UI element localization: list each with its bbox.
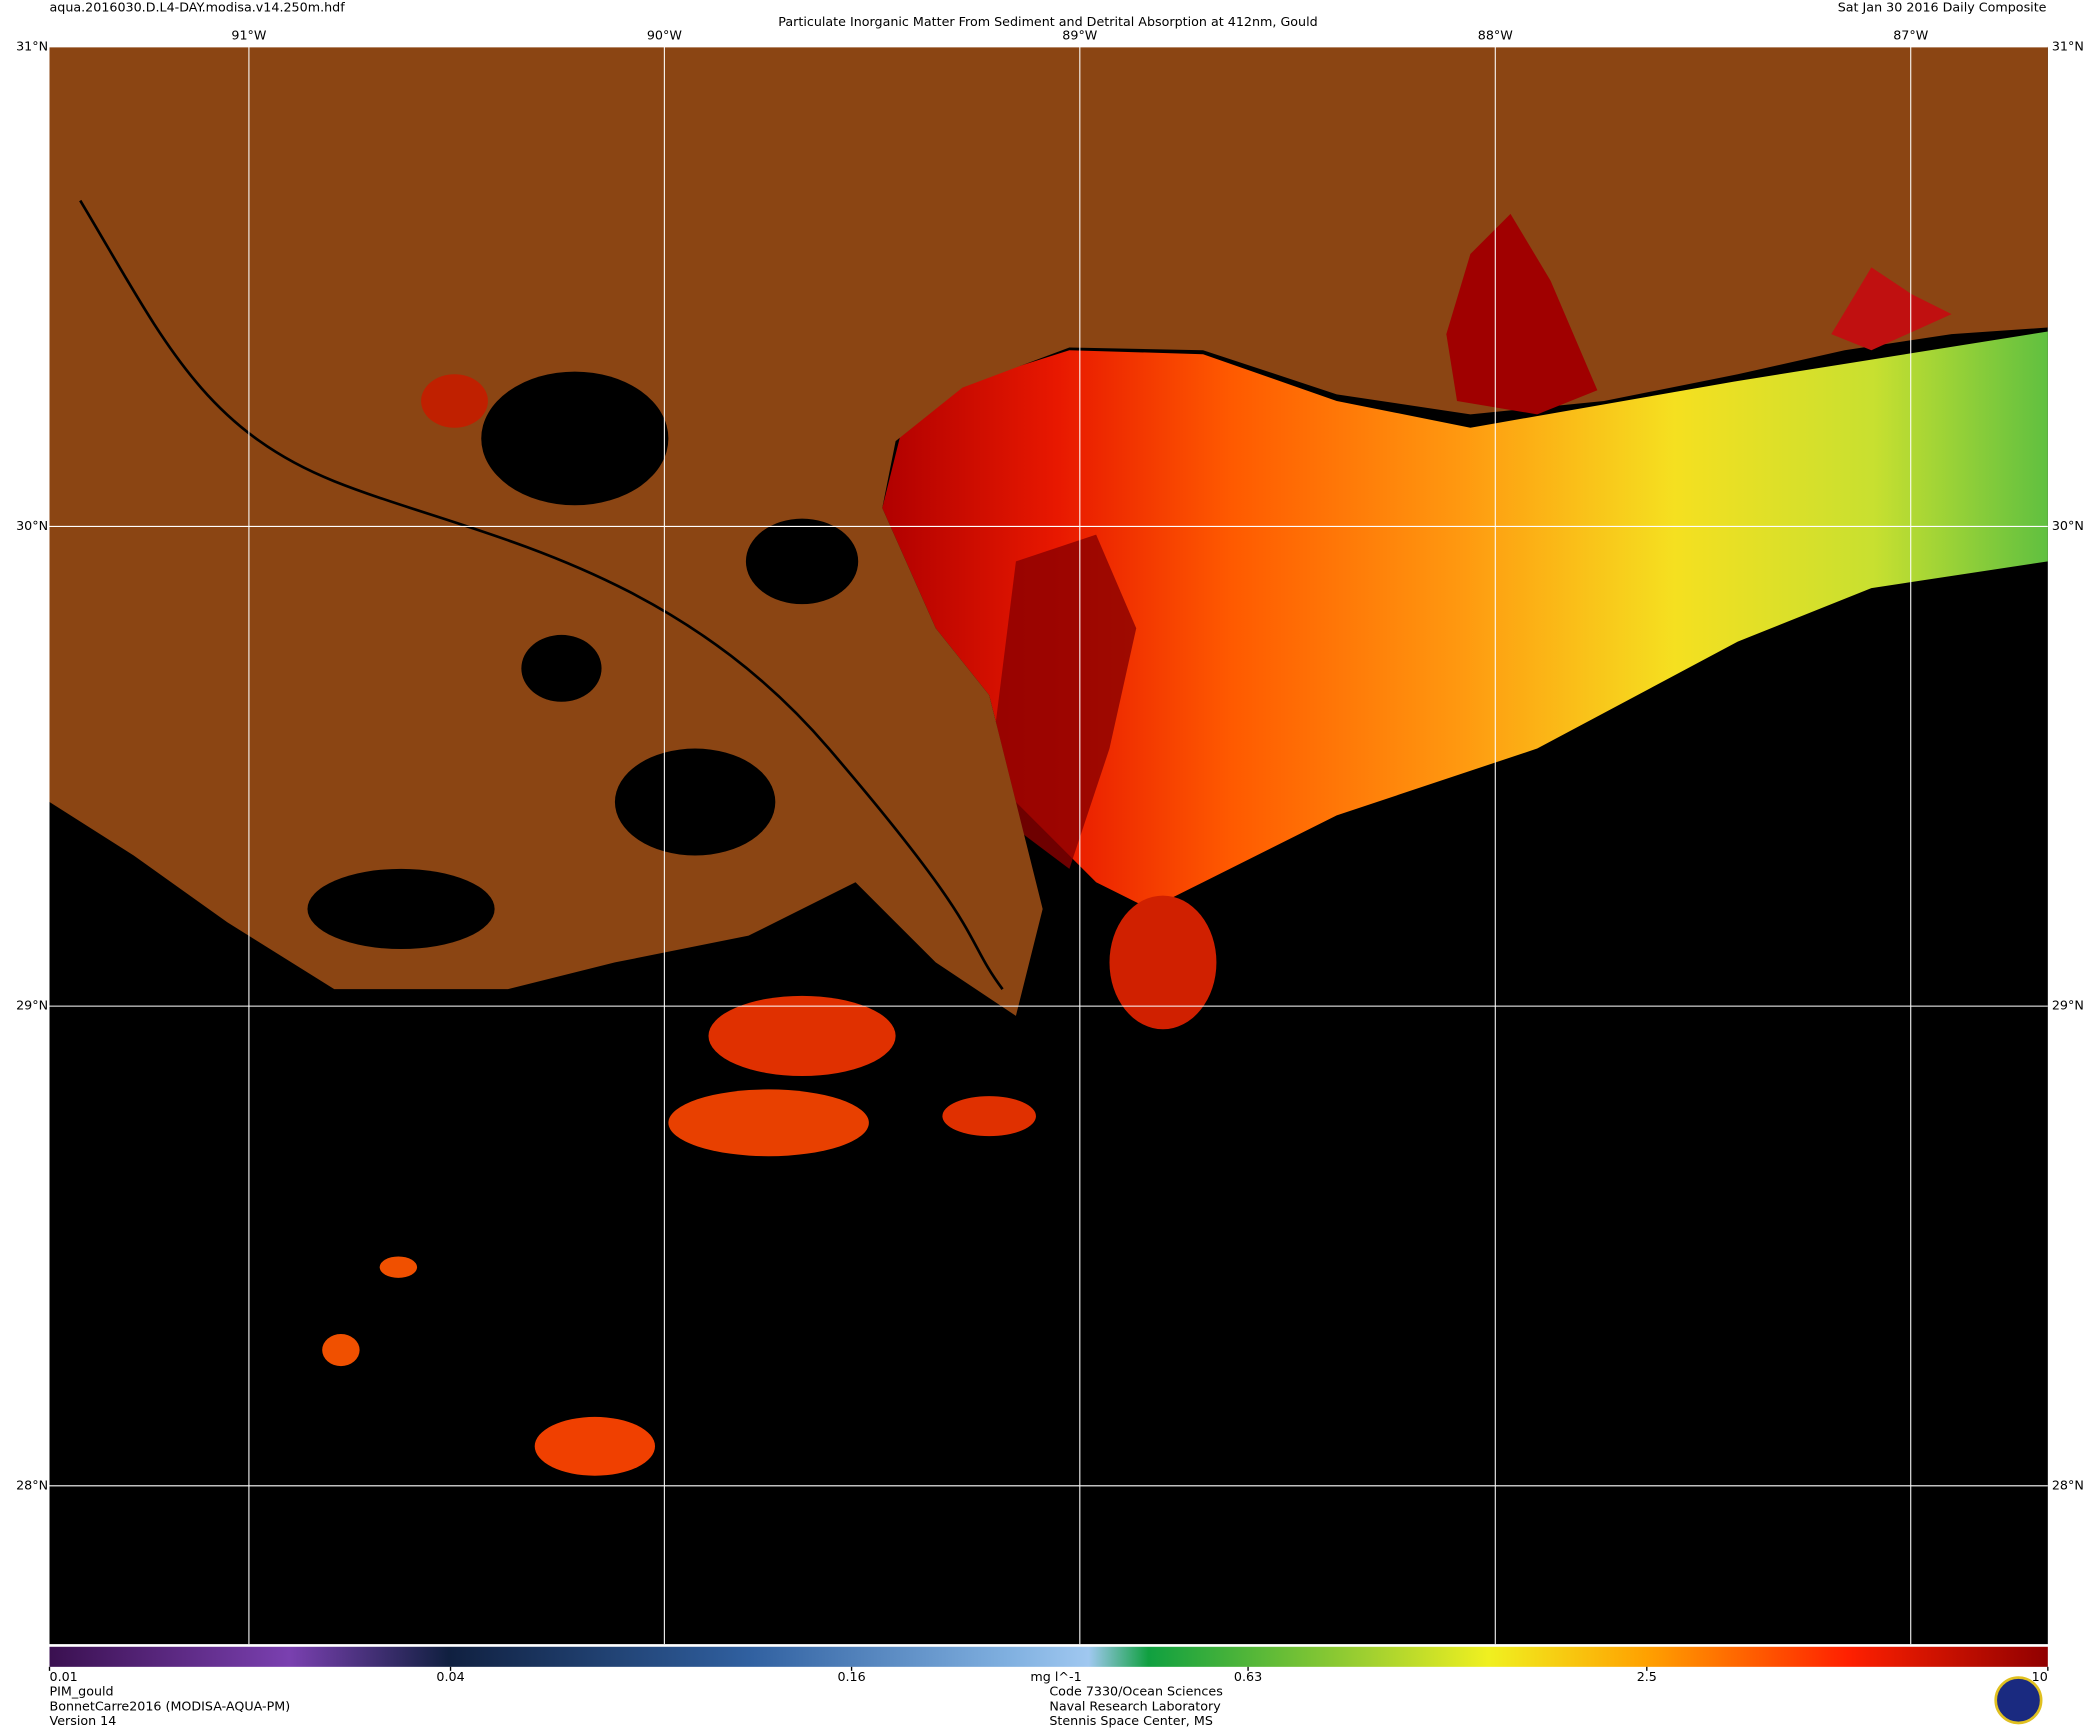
colorbar-tick-label: 2.5 — [1637, 1669, 1657, 1684]
footer-text: Version 14 — [50, 1713, 117, 1728]
lon-label: 90°W — [647, 28, 682, 43]
patch — [379, 1256, 418, 1278]
lat-label: 31°N — [2052, 38, 2084, 53]
colorbar-tick-label: 0.63 — [1234, 1669, 1262, 1684]
lon-label: 91°W — [231, 28, 266, 43]
footer-text: BonnetCarre2016 (MODISA-AQUA-PM) — [50, 1698, 291, 1713]
title: Particulate Inorganic Matter From Sedime… — [778, 14, 1317, 29]
marsh — [307, 868, 495, 950]
colorbar-unit: mg l^-1 — [1030, 1669, 1081, 1684]
lat-label: 29°N — [2052, 998, 2084, 1013]
lat-label: 30°N — [16, 518, 48, 533]
lake — [421, 374, 488, 428]
colorbar-tick-label: 0.16 — [837, 1669, 865, 1684]
lake — [745, 518, 859, 605]
colorbar-tick-label: 0.01 — [50, 1669, 78, 1684]
patch — [322, 1334, 360, 1367]
lake — [481, 371, 669, 506]
lat-label: 29°N — [16, 998, 48, 1013]
logo — [1994, 1676, 2043, 1725]
patch — [668, 1089, 869, 1157]
patch — [942, 1096, 1036, 1137]
plume — [882, 331, 2048, 909]
lake — [521, 634, 602, 702]
footer-text: Code 7330/Ocean Sciences — [1049, 1684, 1223, 1699]
bay — [1831, 267, 1952, 351]
patch — [1109, 895, 1217, 1030]
lat-label: 30°N — [2052, 518, 2084, 533]
lat-label: 28°N — [16, 1477, 48, 1492]
lon-label: 88°W — [1478, 28, 1513, 43]
map-image — [49, 46, 2048, 1645]
river — [79, 199, 1004, 990]
footer-text: PIM_gould — [50, 1684, 114, 1699]
patch — [708, 995, 896, 1077]
patch — [534, 1416, 656, 1476]
colorbar-tick-label: 10 — [2032, 1669, 2048, 1684]
date: Sat Jan 30 2016 Daily Composite — [1838, 0, 2047, 15]
footer-text: Naval Research Laboratory — [1049, 1698, 1221, 1713]
file-name: aqua.2016030.D.L4-DAY.modisa.v14.250m.hd… — [50, 0, 346, 15]
lon-label: 87°W — [1893, 28, 1928, 43]
lat-label: 31°N — [16, 38, 48, 53]
colorbar — [49, 1646, 2048, 1667]
lat-label: 28°N — [2052, 1477, 2084, 1492]
colorbar-tick-label: 0.04 — [436, 1669, 464, 1684]
plume-core — [995, 534, 1137, 869]
marsh — [614, 748, 776, 856]
mobile-bay — [1446, 213, 1598, 415]
lon-label: 89°W — [1062, 28, 1097, 43]
footer-text: Stennis Space Center, MS — [1049, 1713, 1213, 1728]
